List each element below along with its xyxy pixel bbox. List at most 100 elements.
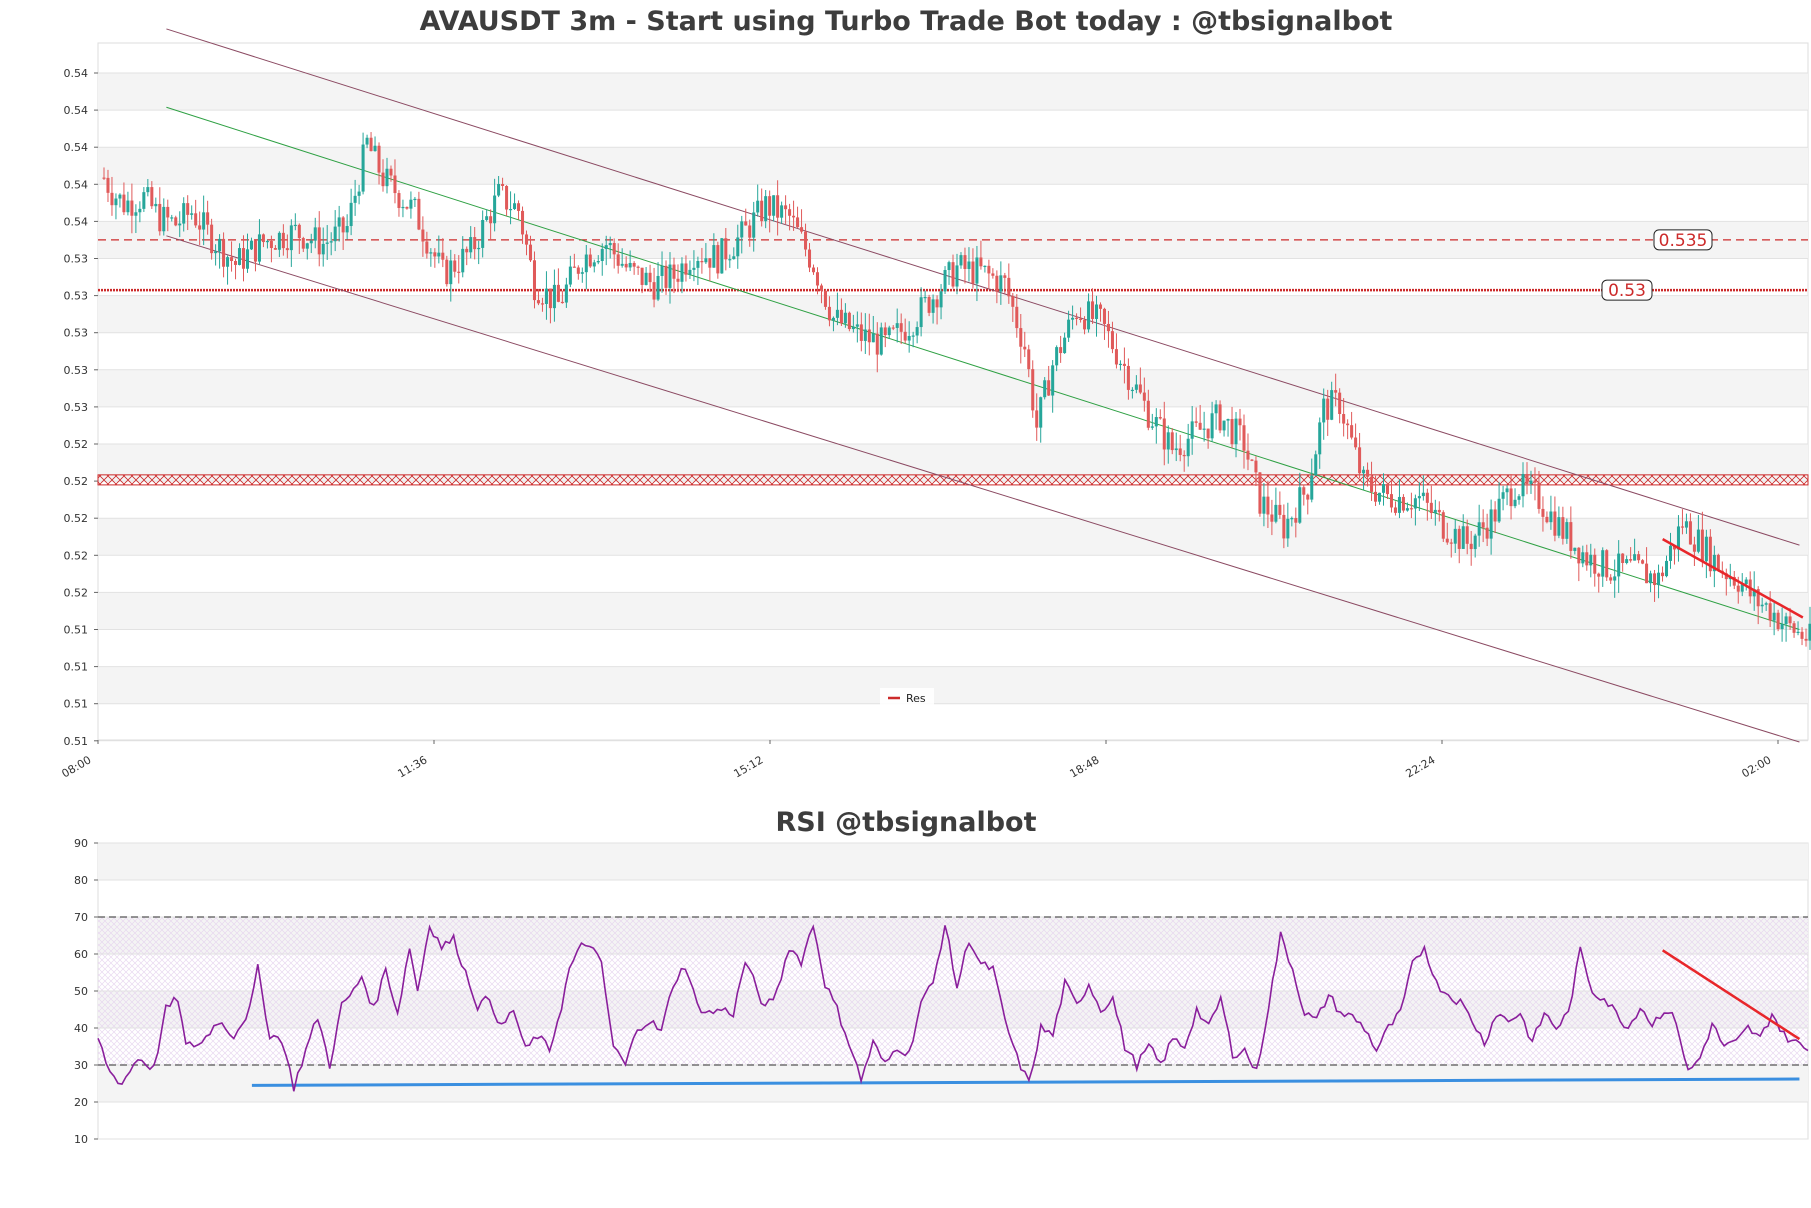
candle-body bbox=[907, 335, 911, 341]
candle-body bbox=[1186, 438, 1190, 457]
candle-body bbox=[720, 238, 724, 274]
candle-body bbox=[1489, 509, 1493, 539]
candle-body bbox=[927, 296, 931, 313]
candle-body bbox=[1063, 337, 1067, 354]
candle-body bbox=[1110, 331, 1114, 350]
candle-body bbox=[357, 191, 361, 196]
candle-body bbox=[1593, 554, 1597, 574]
candle-body bbox=[863, 329, 867, 341]
candle-body bbox=[656, 275, 660, 300]
candle-body bbox=[772, 195, 776, 216]
candle-body bbox=[1668, 545, 1673, 561]
candle-body bbox=[1075, 317, 1079, 319]
candle-body bbox=[1362, 469, 1366, 474]
candle-body bbox=[285, 248, 289, 251]
candle-body bbox=[1067, 319, 1071, 338]
candle-body bbox=[1154, 417, 1158, 427]
candle-body bbox=[1318, 422, 1322, 455]
candle-body bbox=[198, 225, 202, 230]
candle-body bbox=[1569, 522, 1573, 551]
candle-body bbox=[1381, 484, 1386, 493]
candle-body bbox=[1760, 604, 1764, 607]
candle-body bbox=[847, 312, 851, 330]
candle-body bbox=[1613, 576, 1617, 581]
candle-body bbox=[1621, 553, 1625, 564]
candle-body bbox=[560, 301, 564, 304]
candle-body bbox=[823, 290, 827, 307]
candle-body bbox=[1230, 419, 1234, 445]
candle-body bbox=[676, 278, 680, 282]
price-y-tick-label: 0.53 bbox=[64, 364, 89, 377]
candle-body bbox=[903, 331, 907, 341]
candle-body bbox=[166, 206, 170, 218]
candle-body bbox=[1589, 554, 1593, 566]
candle-body bbox=[827, 306, 831, 321]
candle-body bbox=[1250, 459, 1254, 461]
candle-body bbox=[1374, 491, 1378, 502]
candle-body bbox=[1744, 579, 1748, 585]
candle-body bbox=[1413, 498, 1417, 509]
candle-body bbox=[1577, 547, 1581, 564]
price-chart-title: AVAUSDT 3m - Start using Turbo Trade Bot… bbox=[420, 6, 1393, 37]
candle-body bbox=[317, 227, 321, 255]
rsi-support-line bbox=[251, 1077, 1800, 1087]
candle-body bbox=[277, 232, 281, 250]
candle-body bbox=[230, 257, 234, 262]
price-y-tick-label: 0.54 bbox=[64, 141, 89, 154]
candle-body bbox=[1433, 509, 1437, 514]
candle-body bbox=[122, 194, 126, 213]
candle-body bbox=[353, 195, 357, 203]
candle-body bbox=[1724, 573, 1728, 580]
candle-body bbox=[819, 285, 823, 291]
rsi-y-tick-label: 10 bbox=[74, 1133, 88, 1146]
candle-body bbox=[1565, 522, 1569, 539]
candle-body bbox=[887, 327, 891, 336]
legend-box bbox=[880, 688, 934, 706]
candle-body bbox=[580, 272, 584, 274]
candle-body bbox=[983, 265, 987, 268]
candle-body bbox=[744, 221, 748, 226]
candle-body bbox=[871, 333, 875, 343]
candle-body bbox=[899, 323, 903, 332]
candle-body bbox=[995, 275, 999, 292]
candle-body bbox=[616, 254, 620, 266]
candle-body bbox=[1330, 390, 1334, 420]
candle-body bbox=[640, 267, 644, 285]
candle-body bbox=[1350, 425, 1354, 438]
candle-body bbox=[1310, 475, 1314, 500]
candle-body bbox=[1378, 492, 1382, 502]
candle-body bbox=[696, 261, 700, 268]
candle-body bbox=[712, 245, 716, 268]
candle-body bbox=[1397, 496, 1401, 513]
candle-body bbox=[700, 261, 704, 263]
candle-body bbox=[190, 213, 194, 215]
candle-body bbox=[150, 187, 154, 207]
candle-body bbox=[544, 288, 548, 304]
candle-body bbox=[764, 196, 768, 222]
candle-body bbox=[513, 203, 517, 210]
candle-body bbox=[321, 243, 325, 255]
candle-body bbox=[1493, 509, 1497, 522]
candle-body bbox=[341, 217, 345, 233]
candle-body bbox=[493, 195, 497, 224]
candle-body bbox=[1334, 390, 1338, 393]
candle-body bbox=[1661, 572, 1665, 577]
candle-body bbox=[1553, 511, 1557, 536]
candle-body bbox=[273, 248, 277, 250]
candle-body bbox=[385, 168, 389, 187]
candle-body bbox=[628, 262, 632, 268]
candle-body bbox=[1712, 554, 1716, 572]
upper-channel-line bbox=[166, 28, 1800, 546]
candle-body bbox=[389, 168, 393, 176]
price-y-tick-label: 0.52 bbox=[64, 438, 89, 451]
candle-body bbox=[895, 323, 899, 328]
candle-body bbox=[1158, 417, 1162, 419]
candle-body bbox=[532, 260, 536, 301]
candle-body bbox=[1306, 494, 1310, 500]
candle-body bbox=[449, 260, 453, 285]
candle-body bbox=[680, 263, 684, 282]
candle-body bbox=[226, 257, 230, 267]
candle-body bbox=[1071, 317, 1075, 320]
candle-body bbox=[528, 244, 533, 261]
candle-body bbox=[1342, 414, 1346, 424]
